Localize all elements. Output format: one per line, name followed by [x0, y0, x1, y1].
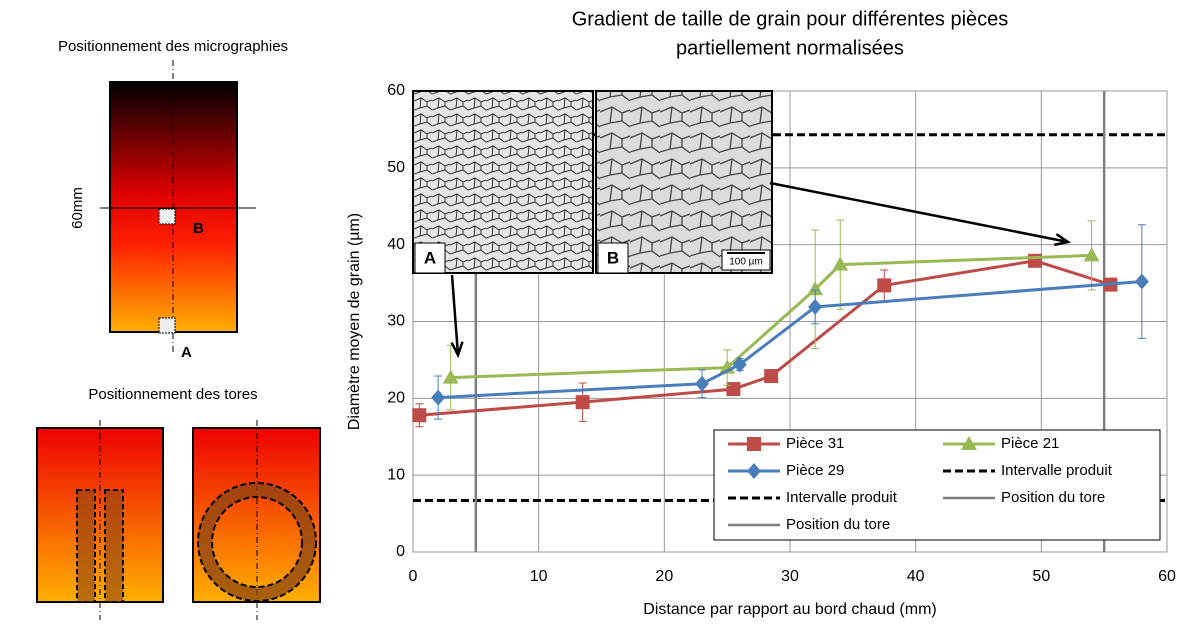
y-tick-label: 30	[387, 313, 405, 330]
chart-title: partiellement normalisées	[676, 37, 904, 59]
x-tick-label: 20	[655, 568, 673, 585]
y-tick-label: 50	[387, 159, 405, 176]
dimension-label: 60mm	[69, 187, 86, 229]
marker	[575, 395, 590, 410]
legend-label: Pièce 21	[1001, 435, 1059, 452]
legend-marker	[961, 436, 977, 450]
legend-label: Pièce 29	[786, 462, 844, 479]
tore-edge	[211, 496, 303, 588]
tore-edge	[197, 482, 317, 602]
marker	[832, 256, 849, 271]
y-tick-label: 0	[396, 543, 405, 560]
x-tick-label: 50	[1032, 568, 1050, 585]
legend	[713, 429, 1161, 541]
diagram-title: Positionnement des tores	[88, 386, 257, 403]
x-tick-label: 30	[781, 568, 799, 585]
tore	[198, 483, 316, 601]
marker	[764, 369, 779, 384]
y-tick-label: 20	[387, 390, 405, 407]
marker	[877, 278, 892, 293]
y-tick-label: 60	[387, 82, 405, 99]
micrograph-label: A	[424, 248, 436, 267]
chart-title: Gradient de taille de grain pour différe…	[572, 8, 1009, 30]
x-tick-label: 0	[409, 568, 418, 585]
marker	[1134, 273, 1149, 290]
marker	[431, 389, 446, 406]
x-tick-label: 40	[907, 568, 925, 585]
y-axis-label: Diamètre moyen de grain (µm)	[346, 213, 363, 430]
marker	[1083, 247, 1100, 262]
left-diagrams: Positionnement des micrographies 60mm B …	[36, 38, 321, 620]
x-tick-label: 60	[1158, 568, 1176, 585]
chart: Gradient de taille de grain pour différe…	[346, 8, 1176, 618]
x-axis-label: Distance par rapport au bord chaud (mm)	[643, 601, 936, 618]
legend-label: Intervalle produit	[1001, 462, 1113, 479]
micrograph-label: B	[607, 248, 619, 267]
legend-marker	[747, 437, 761, 451]
tore-section	[104, 489, 124, 603]
marker	[808, 298, 823, 315]
marker	[695, 375, 710, 392]
sample-label: B	[193, 220, 204, 237]
legend-label: Intervalle produit	[786, 489, 898, 506]
tore-section	[76, 489, 96, 603]
marker	[807, 281, 824, 296]
sample-label: A	[181, 344, 192, 361]
scale-label: 100 µm	[729, 257, 763, 268]
legend-marker	[747, 463, 761, 479]
x-tick-label: 10	[530, 568, 548, 585]
diagram-title: Positionnement des micrographies	[58, 38, 288, 55]
marker	[412, 408, 427, 423]
marker	[442, 369, 459, 384]
legend-label: Pièce 31	[786, 435, 844, 452]
marker	[726, 382, 741, 397]
legend-label: Position du tore	[1001, 489, 1105, 506]
arrow	[769, 181, 1072, 247]
y-tick-label: 10	[387, 466, 405, 483]
legend-label: Position du tore	[786, 516, 890, 533]
scale-box	[721, 249, 771, 271]
y-tick-label: 40	[387, 236, 405, 253]
marker	[732, 356, 747, 373]
arrow	[450, 274, 464, 359]
sample	[158, 317, 176, 334]
sample	[158, 208, 176, 225]
label-box	[597, 242, 629, 274]
label-box	[414, 242, 446, 274]
